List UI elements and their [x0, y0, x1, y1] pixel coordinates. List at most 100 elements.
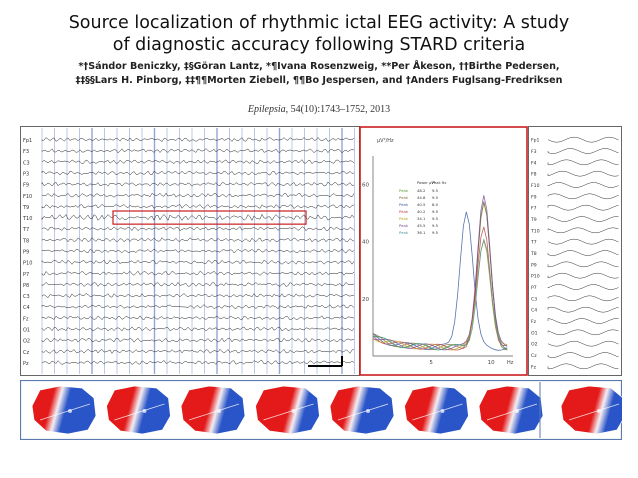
table-header: Peak Hz [432, 181, 446, 185]
table-row-power: 36.1 [417, 230, 426, 235]
eeg-channel-label: P9 [23, 250, 29, 256]
filtered-trace [547, 136, 619, 143]
eeg-trace [41, 293, 355, 299]
filtered-channel-label: T10 [530, 228, 540, 234]
filtered-eeg-panel: Fp1 F3 F4 F8 F10 F9 F7 T9 T10 T7 T8 P9 P10 P7 C3 C4 Fz O1… [528, 126, 622, 376]
table-row-peak: 9.5 [432, 223, 439, 228]
source-map [329, 385, 395, 435]
title-line-1: Source localization of rhythmic ictal EE… [68, 13, 570, 33]
table-row-power: 40.5 [417, 202, 426, 207]
table-row-label: Peak [399, 195, 409, 200]
filtered-trace [547, 227, 619, 234]
source-map [180, 385, 246, 435]
table-row-peak: 9.5 [432, 195, 439, 200]
eeg-channel-label: T9 [22, 205, 29, 211]
eeg-channel-label: Cz [23, 350, 29, 356]
filtered-trace [547, 170, 619, 177]
source-map [31, 385, 97, 435]
eeg-trace [41, 337, 355, 343]
filtered-trace [547, 329, 619, 336]
filtered-trace [547, 182, 619, 188]
filtered-channel-label: T9 [530, 217, 537, 223]
eeg-trace [41, 281, 355, 287]
filtered-trace [547, 306, 619, 313]
eeg-trace [41, 326, 355, 332]
source-map [106, 385, 171, 435]
filtered-trace [547, 159, 619, 166]
table-row-label: Peak [399, 209, 409, 214]
authors-line-2: ‡‡§§Lars H. Pinborg, ‡‡¶¶Morten Ziebell,… [75, 75, 563, 86]
filtered-trace [547, 238, 619, 245]
filtered-trace [547, 204, 619, 211]
filtered-channel-label: Fp1 [531, 138, 540, 144]
eeg-channel-label: C4 [23, 305, 30, 311]
filtered-trace [547, 272, 619, 279]
source-map [560, 385, 622, 435]
spectrum-ylabel: µV²/Hz [377, 138, 394, 144]
filtered-channel-label: F4 [531, 160, 537, 166]
table-row-power: 44.8 [417, 195, 426, 200]
filtered-channel-label: Fz [531, 364, 537, 370]
highlight-box [112, 210, 307, 225]
spectrum-curve [372, 195, 508, 351]
eeg-trace [41, 237, 355, 243]
spectrum-ytick: 60 [362, 183, 369, 189]
filtered-channel-label: T8 [530, 251, 537, 257]
eeg-trace [41, 203, 355, 209]
citation: Epilepsia, 54(10):1743–1752, 2013 [0, 104, 638, 115]
spectrum-curve [372, 239, 508, 351]
table-row-power: 48.2 [417, 188, 426, 193]
filtered-channel-label: Cz [531, 353, 537, 359]
table-row-label: Peak [399, 223, 409, 228]
filtered-trace [547, 261, 619, 268]
eeg-channel-label: C3 [23, 294, 30, 300]
eeg-channel-label: O2 [23, 339, 30, 345]
title-line-2: of diagnostic accuracy following STARD c… [112, 35, 526, 55]
table-row-peak: 9.5 [432, 188, 439, 193]
eeg-trace [41, 170, 355, 176]
filtered-channel-label: F9 [531, 194, 537, 200]
eeg-trace [41, 248, 355, 254]
table-row-peak: 9.5 [432, 230, 439, 235]
table-row-peak: 8.0 [432, 202, 439, 207]
filtered-channel-label: Fz [531, 319, 537, 325]
filtered-channel-label: P10 [531, 274, 540, 280]
eeg-trace [41, 213, 355, 222]
filtered-trace [547, 250, 619, 256]
table-row-label: Peak [399, 202, 409, 207]
filtered-channel-label: F7 [531, 206, 537, 212]
table-row-peak: 9.5 [432, 216, 439, 221]
table-row-label: Peak [399, 188, 409, 193]
citation-details: , 54(10):1743–1752, 2013 [285, 104, 391, 115]
filtered-trace [547, 352, 619, 358]
table-row-peak: 9.5 [432, 209, 439, 214]
eeg-trace [41, 226, 355, 232]
eeg-trace-panel: Fp1 F3 C3 P3 F9 F10 T9 T10 T7 T8 P9 P10 P7 P8 C3 C4 Fz O1… [20, 126, 360, 376]
spectrum-curve [372, 201, 508, 351]
filtered-trace [547, 216, 619, 222]
eeg-channel-label: P10 [23, 261, 32, 267]
filtered-channel-label: O1 [531, 330, 538, 336]
filtered-trace [547, 148, 619, 154]
filtered-channel-label: C3 [531, 296, 537, 302]
filtered-trace [547, 318, 619, 324]
source-map [404, 385, 469, 435]
eeg-trace [41, 360, 355, 365]
eeg-channel-label: P3 [23, 172, 29, 178]
filtered-channel-label: O2 [531, 342, 538, 348]
spectrum-curve [372, 238, 508, 351]
eeg-channel-label: Pz [23, 361, 29, 367]
table-row-power: 34.1 [417, 216, 426, 221]
authors-line-1: *†Sándor Beniczky, ‡§Göran Lantz, *¶Ivan… [78, 61, 560, 72]
spectrum-xtick: 5 [429, 360, 433, 366]
eeg-trace [41, 148, 355, 154]
eeg-trace [41, 259, 355, 265]
table-row-label: Peak [399, 230, 409, 235]
eeg-trace [41, 304, 355, 310]
filtered-channel-label: F8 [531, 172, 537, 178]
eeg-trace [41, 270, 355, 276]
eeg-channel-label: T8 [22, 238, 29, 244]
filtered-channel-label: P9 [531, 262, 537, 268]
eeg-channel-label: F10 [23, 194, 32, 200]
